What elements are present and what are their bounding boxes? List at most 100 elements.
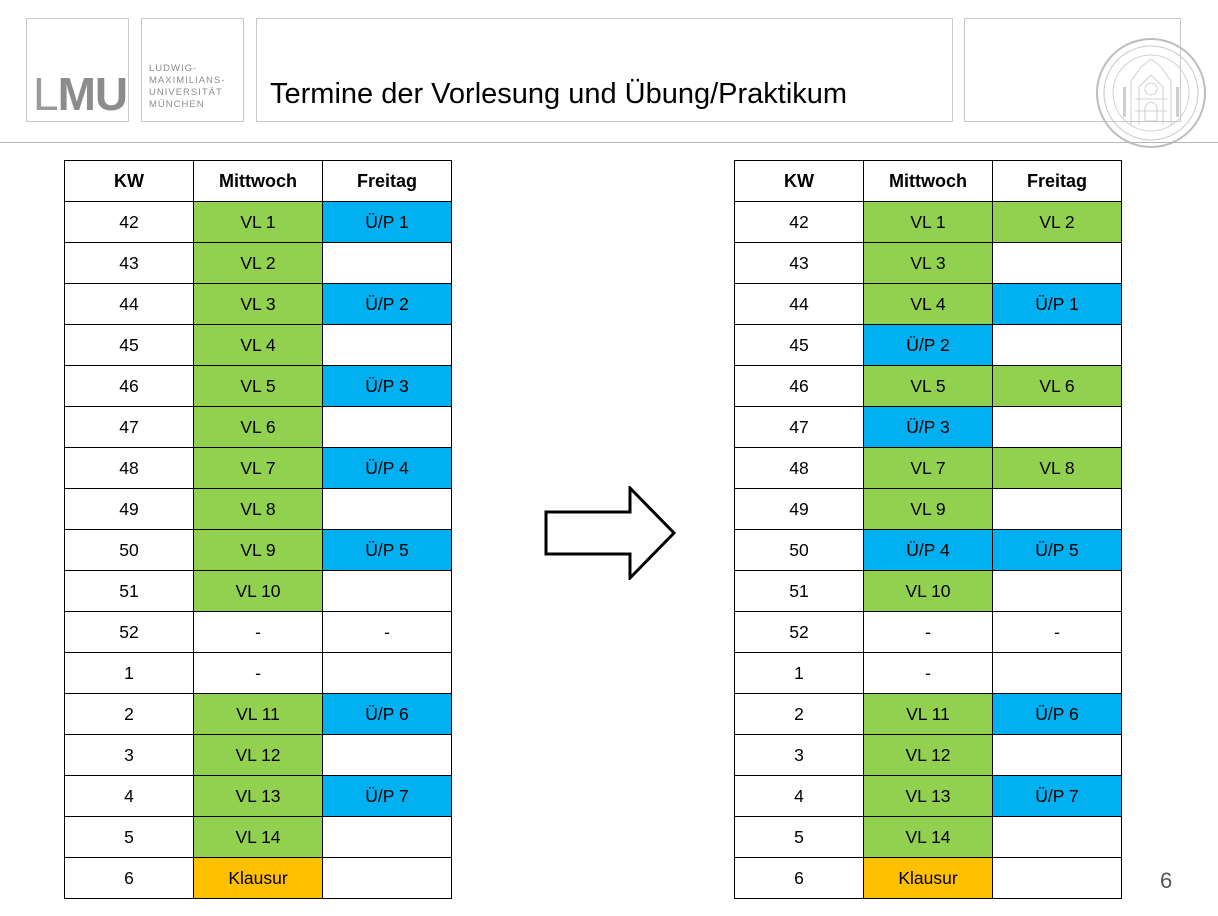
friday-cell xyxy=(322,734,452,776)
table-row: 3 VL 12 xyxy=(734,734,1122,776)
wednesday-cell: VL 11 xyxy=(193,693,323,735)
week-cell: 49 xyxy=(734,488,864,530)
wednesday-cell: Ü/P 2 xyxy=(863,324,993,366)
table-header-row: KW Mittwoch Freitag xyxy=(734,160,1122,202)
wednesday-cell: Ü/P 3 xyxy=(863,406,993,448)
right-arrow-icon xyxy=(544,486,676,580)
week-cell: 1 xyxy=(734,652,864,694)
table-row: 52- - xyxy=(64,611,452,653)
title-box: Termine der Vorlesung und Übung/Praktiku… xyxy=(256,18,953,122)
week-cell: 42 xyxy=(734,201,864,243)
wednesday-cell: VL 14 xyxy=(193,816,323,858)
table-row: 6 Klausur xyxy=(734,857,1122,899)
table-row: 52- - xyxy=(734,611,1122,653)
friday-cell xyxy=(322,570,452,612)
wednesday-cell: VL 8 xyxy=(193,488,323,530)
friday-cell xyxy=(992,816,1122,858)
week-cell: 51 xyxy=(734,570,864,612)
friday-cell xyxy=(322,242,452,284)
week-cell: 44 xyxy=(734,283,864,325)
week-cell: 50 xyxy=(64,529,194,571)
week-cell: 2 xyxy=(64,693,194,735)
week-cell: 42 xyxy=(64,201,194,243)
friday-cell: Ü/P 1 xyxy=(992,283,1122,325)
lmu-logo-l: L xyxy=(33,68,59,120)
friday-cell xyxy=(992,570,1122,612)
wednesday-cell: VL 10 xyxy=(863,570,993,612)
friday-cell: VL 6 xyxy=(992,365,1122,407)
friday-cell xyxy=(322,324,452,366)
header-divider xyxy=(0,142,1218,143)
wednesday-cell: VL 13 xyxy=(193,775,323,817)
friday-cell xyxy=(322,652,452,694)
friday-cell: Ü/P 7 xyxy=(992,775,1122,817)
table-row: 48 VL 7 VL 8 xyxy=(734,447,1122,489)
week-cell: 2 xyxy=(734,693,864,735)
university-name-box: LUDWIG- MAXIMILIANS- UNIVERSITÄT MÜNCHEN xyxy=(141,18,244,122)
friday-cell: Ü/P 5 xyxy=(322,529,452,571)
week-cell: 5 xyxy=(64,816,194,858)
week-cell: 45 xyxy=(64,324,194,366)
table-row: 1- xyxy=(734,652,1122,694)
friday-cell: Ü/P 2 xyxy=(322,283,452,325)
week-cell: 43 xyxy=(64,242,194,284)
wednesday-cell: VL 11 xyxy=(863,693,993,735)
friday-cell: - xyxy=(322,611,452,653)
wednesday-cell: VL 9 xyxy=(193,529,323,571)
week-cell: 3 xyxy=(64,734,194,776)
friday-cell xyxy=(992,242,1122,284)
wednesday-cell: Ü/P 4 xyxy=(863,529,993,571)
seal-box xyxy=(964,18,1181,122)
table-row: 2 VL 11 Ü/P 6 xyxy=(734,693,1122,735)
wednesday-cell: VL 5 xyxy=(863,365,993,407)
table-row: 47 VL 6 xyxy=(64,406,452,448)
week-cell: 47 xyxy=(64,406,194,448)
wednesday-cell: VL 14 xyxy=(863,816,993,858)
table-row: 46 VL 5 VL 6 xyxy=(734,365,1122,407)
wednesday-cell: - xyxy=(863,652,993,694)
table-row: 3 VL 12 xyxy=(64,734,452,776)
wednesday-cell: VL 6 xyxy=(193,406,323,448)
table-row: 5 VL 14 xyxy=(734,816,1122,858)
lmu-logo: LMU xyxy=(33,68,129,120)
table-row: 43 VL 2 xyxy=(64,242,452,284)
friday-cell xyxy=(322,488,452,530)
wednesday-cell: VL 7 xyxy=(863,447,993,489)
table-row: 44 VL 4 Ü/P 1 xyxy=(734,283,1122,325)
column-header: Freitag xyxy=(992,160,1122,202)
column-header: Mittwoch xyxy=(863,160,993,202)
page-number: 6 xyxy=(1160,868,1173,893)
column-header: Freitag xyxy=(322,160,452,202)
wednesday-cell: VL 1 xyxy=(863,201,993,243)
week-cell: 47 xyxy=(734,406,864,448)
table-row: 42 VL 1 VL 2 xyxy=(734,201,1122,243)
friday-cell: VL 2 xyxy=(992,201,1122,243)
table-row: 50 VL 9 Ü/P 5 xyxy=(64,529,452,571)
week-cell: 48 xyxy=(64,447,194,489)
table-row: 51 VL 10 xyxy=(734,570,1122,612)
week-cell: 6 xyxy=(734,857,864,899)
wednesday-cell: VL 13 xyxy=(863,775,993,817)
week-cell: 44 xyxy=(64,283,194,325)
friday-cell: - xyxy=(992,611,1122,653)
lmu-logo-mu: MU xyxy=(57,68,129,120)
friday-cell: Ü/P 3 xyxy=(322,365,452,407)
friday-cell: Ü/P 1 xyxy=(322,201,452,243)
week-cell: 1 xyxy=(64,652,194,694)
friday-cell: Ü/P 4 xyxy=(322,447,452,489)
table-row: 47 Ü/P 3 xyxy=(734,406,1122,448)
wednesday-cell: VL 3 xyxy=(863,242,993,284)
table-row: 50 Ü/P 4 Ü/P 5 xyxy=(734,529,1122,571)
table-header-row: KW Mittwoch Freitag xyxy=(64,160,452,202)
university-name: LUDWIG- MAXIMILIANS- UNIVERSITÄT MÜNCHEN xyxy=(149,63,226,110)
table-row: 51 VL 10 xyxy=(64,570,452,612)
table-row: 4 VL 13 Ü/P 7 xyxy=(64,775,452,817)
friday-cell xyxy=(992,488,1122,530)
week-cell: 50 xyxy=(734,529,864,571)
wednesday-cell: VL 12 xyxy=(193,734,323,776)
wednesday-cell: VL 2 xyxy=(193,242,323,284)
week-cell: 51 xyxy=(64,570,194,612)
week-cell: 46 xyxy=(734,365,864,407)
week-cell: 4 xyxy=(734,775,864,817)
